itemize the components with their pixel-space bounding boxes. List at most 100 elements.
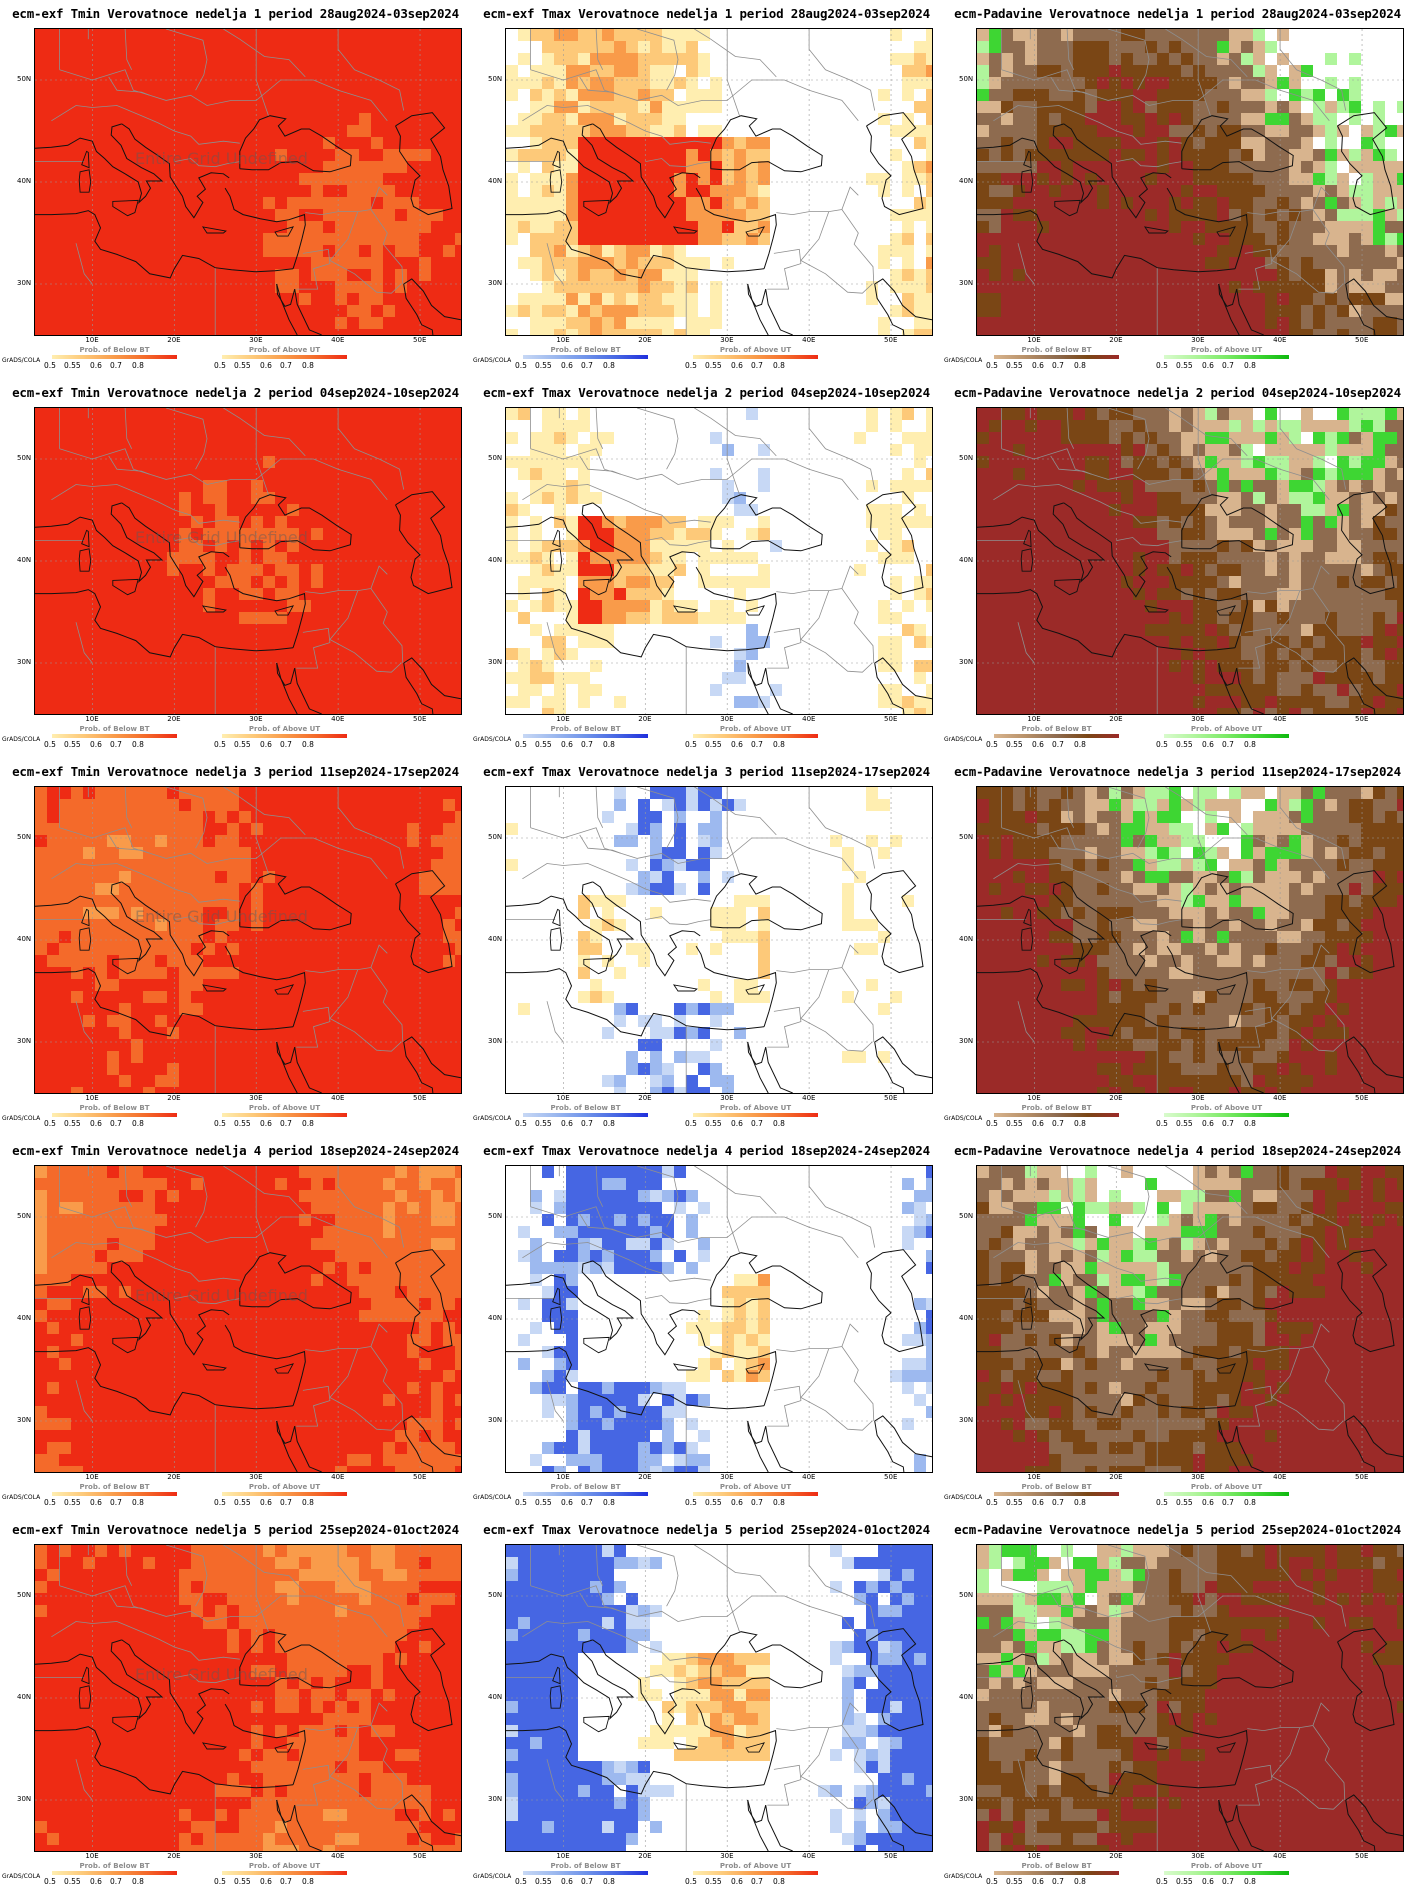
coastline: [35, 502, 164, 583]
probability-cell: [1385, 137, 1397, 149]
probability-cell: [1133, 173, 1145, 185]
country-border: [1107, 29, 1150, 91]
probability-cell: [890, 540, 902, 552]
probability-cell: [854, 528, 866, 540]
probability-cell: [311, 65, 323, 77]
probability-cell: [407, 245, 419, 257]
probability-cell: [926, 197, 932, 209]
probability-cell: [989, 281, 1001, 293]
probability-cell: [371, 245, 383, 257]
country-border: [108, 455, 150, 475]
probability-cell: [710, 197, 722, 209]
probability-cell: [215, 432, 227, 444]
probability-cell: [638, 77, 650, 89]
probability-cell: [35, 101, 47, 113]
probability-cell: [698, 672, 710, 684]
probability-cell: [131, 468, 143, 480]
probability-cell: [143, 149, 155, 161]
probability-cell: [1301, 125, 1313, 137]
probability-cell: [794, 588, 806, 600]
probability-cell: [1073, 137, 1085, 149]
probability-cell: [578, 492, 590, 504]
probability-cell: [602, 293, 614, 305]
country-border: [370, 209, 404, 285]
probability-cell: [506, 317, 518, 329]
probability-cell: [71, 588, 83, 600]
probability-cell: [674, 149, 686, 161]
probability-cell: [47, 540, 59, 552]
probability-cell: [311, 293, 323, 305]
probability-cell: [335, 684, 347, 696]
probability-cell: [1373, 29, 1385, 41]
probability-cell: [1097, 281, 1109, 293]
probability-cell: [626, 29, 638, 41]
probability-cell: [323, 696, 335, 708]
probability-cell: [359, 576, 371, 588]
probability-cell: [299, 480, 311, 492]
probability-cell: [518, 233, 530, 245]
probability-cell: [131, 444, 143, 456]
probability-cell: [143, 65, 155, 77]
probability-cell: [71, 269, 83, 281]
probability-cell: [407, 77, 419, 89]
probability-cell: [131, 696, 143, 708]
probability-cell: [806, 480, 818, 492]
probability-cell: [419, 173, 431, 185]
probability-cell: [1265, 317, 1277, 329]
probability-cell: [431, 552, 443, 564]
probability-cell: [1253, 197, 1265, 209]
probability-cell: [1073, 197, 1085, 209]
probability-cell: [1073, 317, 1085, 329]
probability-cell: [890, 161, 902, 173]
probability-cell: [347, 137, 359, 149]
probability-cell: [263, 329, 275, 335]
probability-cell: [107, 696, 119, 708]
probability-cell: [674, 257, 686, 269]
probability-cell: [1013, 317, 1025, 329]
probability-cell: [287, 576, 299, 588]
probability-cell: [71, 173, 83, 185]
software-credit: GrADS/COLA: [944, 357, 983, 364]
probability-cell: [989, 185, 1001, 197]
probability-cell: [614, 281, 626, 293]
probability-cell: [275, 528, 287, 540]
probability-cell: [542, 468, 554, 480]
probability-cell: [203, 492, 215, 504]
probability-cell: [626, 588, 638, 600]
probability-cell: [1133, 281, 1145, 293]
probability-cell: [914, 65, 926, 77]
probability-cell: [167, 564, 179, 576]
probability-cell: [758, 65, 770, 77]
probability-cell: [770, 636, 782, 648]
probability-cell: [650, 612, 662, 624]
probability-cell: [263, 684, 275, 696]
probability-cell: [782, 185, 794, 197]
probability-cell: [1253, 257, 1265, 269]
probability-cell: [674, 209, 686, 221]
probability-cell: [251, 221, 263, 233]
probability-cell: [746, 516, 758, 528]
country-border: [694, 29, 777, 78]
probability-cell: [179, 492, 191, 504]
probability-cell: [143, 137, 155, 149]
probability-cell: [758, 29, 770, 41]
probability-cell: [143, 197, 155, 209]
probability-cell: [155, 329, 167, 335]
probability-cell: [95, 161, 107, 173]
probability-cell: [1121, 269, 1133, 281]
probability-cell: [455, 636, 461, 648]
probability-cell: [455, 29, 461, 41]
probability-cell: [203, 77, 215, 89]
probability-cell: [758, 77, 770, 89]
probability-cell: [506, 624, 518, 636]
probability-cell: [1313, 197, 1325, 209]
probability-cell: [131, 420, 143, 432]
probability-cell: [359, 197, 371, 209]
probability-cell: [407, 41, 419, 53]
probability-cell: [794, 53, 806, 65]
probability-cell: [554, 281, 566, 293]
probability-cell: [227, 660, 239, 672]
probability-cell: [1289, 329, 1301, 335]
probability-cell: [359, 516, 371, 528]
probability-cell: [902, 624, 914, 636]
